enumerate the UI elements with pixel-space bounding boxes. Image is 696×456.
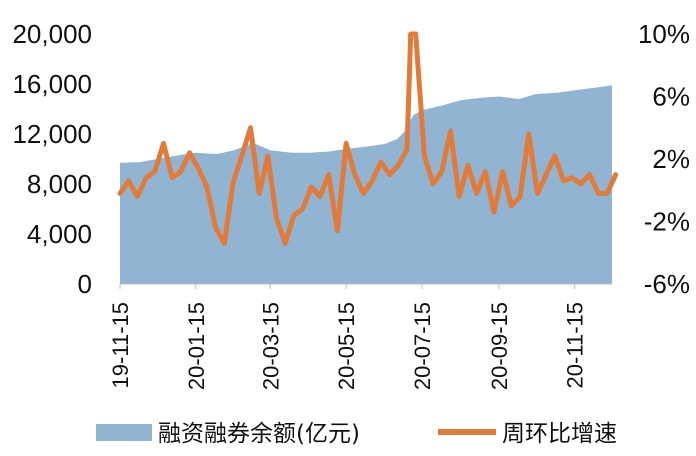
x-tick-label: 20-05-15 — [334, 302, 359, 390]
series-line-weekly-growth — [117, 31, 619, 246]
y-right-tick-label: 6% — [652, 82, 690, 112]
y-right-tick-label: -6% — [644, 269, 690, 299]
plot-area — [117, 31, 619, 284]
x-tick-label: 19-11-15 — [108, 302, 133, 388]
x-tick-label: 20-11-15 — [563, 302, 588, 388]
series-area-margin-balance — [120, 85, 612, 284]
x-tick-label: 20-03-15 — [258, 302, 283, 390]
y-right-tick-label: -2% — [644, 207, 690, 237]
y-left-tick-label: 20,000 — [12, 19, 92, 49]
y-right-tick-label: 10% — [638, 19, 690, 49]
legend-label-area: 融资融券余额(亿元) — [158, 421, 360, 447]
legend-swatch-area — [96, 424, 152, 441]
y-right-tick-label: 2% — [652, 144, 690, 174]
y-left-tick-label: 0 — [78, 269, 92, 299]
y-left-tick-label: 16,000 — [12, 69, 92, 99]
y-left-tick-label: 12,000 — [12, 119, 92, 149]
legend-label-line: 周环比增速 — [502, 421, 617, 447]
x-tick-label: 20-09-15 — [487, 302, 512, 390]
y-left-tick-label: 4,000 — [27, 219, 92, 249]
y-axis-right: -6% -2% 2% 6% 10% — [638, 19, 690, 299]
x-axis: 19-11-15 20-01-15 20-03-15 20-05-15 20-07-15… — [108, 283, 612, 390]
y-left-tick-label: 8,000 — [27, 169, 92, 199]
x-tick-label: 20-01-15 — [184, 302, 209, 390]
x-tick-label: 20-07-15 — [410, 302, 435, 390]
y-axis-left: 0 4,000 8,000 12,000 16,000 20,000 — [12, 19, 92, 299]
legend: 融资融券余额(亿元) 周环比增速 — [96, 421, 617, 447]
